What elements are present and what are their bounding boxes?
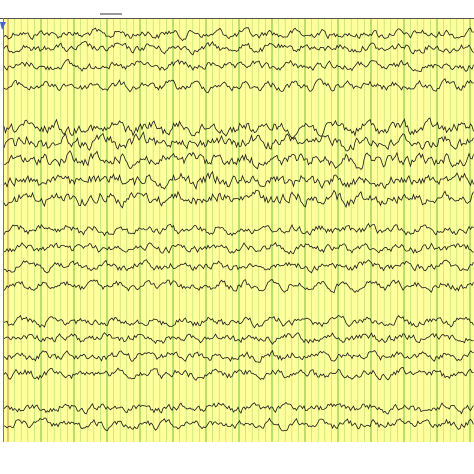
- channel-trace: [3, 40, 474, 56]
- channel-trace: [3, 366, 474, 381]
- channel-trace: [3, 314, 474, 329]
- channel-traces: [3, 27, 474, 432]
- channel-trace: [3, 417, 474, 432]
- channel-trace: [3, 170, 474, 191]
- channel-trace: [3, 222, 474, 237]
- channel-trace: [3, 117, 474, 139]
- channel-trace: [3, 27, 474, 42]
- channel-trace: [3, 59, 474, 73]
- channel-trace: [3, 189, 474, 209]
- channel-trace: [3, 349, 474, 363]
- channel-trace: [3, 332, 474, 345]
- channel-trace: [3, 259, 474, 274]
- channel-trace: [3, 150, 474, 170]
- channel-trace: [3, 131, 474, 152]
- channel-trace: [3, 241, 474, 255]
- channel-trace: [3, 279, 474, 294]
- scroll-marker: [100, 13, 122, 15]
- channel-trace: [3, 401, 474, 415]
- channel-trace: [3, 78, 474, 94]
- corner-icon: [0, 22, 6, 30]
